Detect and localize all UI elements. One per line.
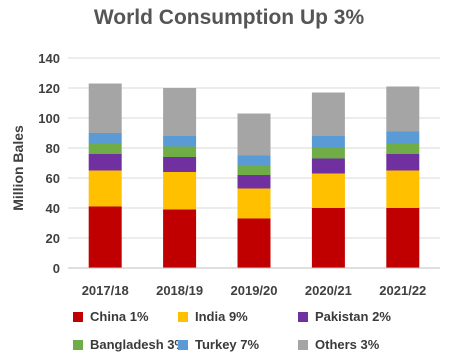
y-tick-label: 100	[38, 111, 60, 126]
bar-segment	[88, 133, 122, 144]
bar-segment	[88, 143, 122, 154]
bar-segment	[311, 92, 345, 136]
chart-title: World Consumption Up 3%	[93, 6, 365, 29]
bar-segment	[386, 86, 420, 132]
bar-segment	[311, 158, 345, 174]
bar-segment	[237, 166, 271, 175]
bar-segment	[237, 175, 271, 189]
x-tick-label: 2020/21	[305, 283, 352, 298]
y-tick-label: 0	[53, 261, 60, 276]
bar-segment	[386, 170, 420, 208]
bar-segment	[237, 113, 271, 156]
bar-segment	[88, 206, 122, 268]
bar-segment	[386, 208, 420, 268]
y-tick-label: 40	[46, 201, 60, 216]
bar-segment	[311, 208, 345, 268]
axes: 0 20 40 60 80 100 120 140 2017/18 2018/19 2019/20 2…	[38, 51, 440, 298]
x-tick-label: 2019/20	[231, 283, 278, 298]
bar-segment	[163, 157, 197, 172]
bar-segment	[163, 209, 197, 268]
bar-segment	[88, 83, 122, 133]
bar-segment	[163, 88, 197, 136]
bar-segment	[386, 131, 420, 144]
bar-segment	[386, 143, 420, 154]
bar-segment	[237, 155, 271, 166]
bar-segment	[163, 146, 197, 157]
y-tick-label: 120	[38, 81, 60, 96]
x-tick-label: 2017/18	[82, 283, 129, 298]
bar-segment	[88, 154, 122, 171]
bar-segment	[237, 188, 271, 219]
bars	[88, 83, 420, 268]
y-tick-label: 140	[38, 51, 60, 66]
y-tick-label: 60	[46, 171, 60, 186]
y-tick-label: 80	[46, 141, 60, 156]
bar-segment	[163, 136, 197, 147]
bar-segment	[311, 173, 345, 208]
bar-segment	[386, 154, 420, 171]
bar-segment	[88, 170, 122, 207]
y-axis-label: Million Bales	[10, 125, 26, 211]
bar-segment	[237, 218, 271, 268]
bar-segment	[163, 172, 197, 210]
x-tick-label: 2021/22	[379, 283, 426, 298]
y-tick-label: 20	[46, 231, 60, 246]
bar-segment	[311, 136, 345, 148]
x-tick-label: 2018/19	[156, 283, 203, 298]
bar-segment	[311, 148, 345, 159]
